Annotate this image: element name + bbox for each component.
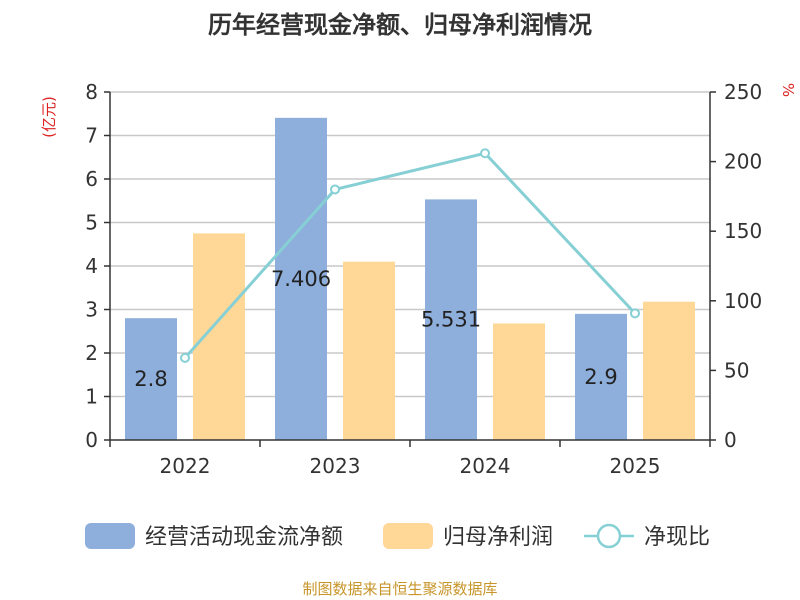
bar xyxy=(275,117,327,441)
y-right-tick-label: 0 xyxy=(724,428,737,452)
y-left-tick-label: 6 xyxy=(85,167,98,191)
legend-label: 经营活动现金流净额 xyxy=(145,525,343,550)
line-series xyxy=(180,148,640,363)
y-left-tick-label: 2 xyxy=(85,341,98,365)
y-left-tick-label: 8 xyxy=(85,80,98,104)
legend-swatch xyxy=(383,523,433,549)
axes: 0 1 2 3 4 5 6 7 8 0 50 100 150 200 250 2022 2023 2024 2025 xyxy=(85,80,762,478)
bar-data-label: 7.406 xyxy=(271,267,331,291)
x-tick-label: 2023 xyxy=(310,454,361,478)
x-tick-label: 2025 xyxy=(610,454,661,478)
y-right-tick-label: 50 xyxy=(724,358,749,382)
source-note: 制图数据来自恒生聚源数据库 xyxy=(302,580,497,598)
bar xyxy=(575,313,627,440)
y-left-unit: (亿元) xyxy=(40,96,58,138)
line-path xyxy=(183,151,637,359)
y-right-tick-label: 250 xyxy=(724,80,762,104)
y-left-tick-label: 4 xyxy=(85,254,98,278)
x-tick-label: 2024 xyxy=(460,454,511,478)
y-right-tick-label: 150 xyxy=(724,219,762,243)
bar-data-label: 2.8 xyxy=(134,367,167,391)
y-left-tick-label: 5 xyxy=(85,211,98,235)
bar xyxy=(193,233,245,440)
line-point xyxy=(480,148,490,159)
bar xyxy=(343,261,395,440)
line-point xyxy=(180,352,190,363)
y-left-tick-label: 7 xyxy=(85,124,98,148)
y-left-tick-label: 1 xyxy=(85,385,98,409)
legend-label: 净现比 xyxy=(644,525,710,550)
y-right-tick-label: 200 xyxy=(724,150,762,174)
bar xyxy=(643,301,695,440)
legend-label: 归母净利润 xyxy=(443,525,553,550)
bar xyxy=(425,199,477,440)
bar-data-label: 5.531 xyxy=(421,308,481,332)
y-right-tick-label: 100 xyxy=(724,289,762,313)
bar xyxy=(493,323,545,440)
x-tick-label: 2022 xyxy=(160,454,211,478)
line-point xyxy=(630,308,640,319)
legend: 经营活动现金流净额 归母净利润 净现比 xyxy=(85,523,710,550)
line-point xyxy=(330,184,340,195)
y-right-unit: % xyxy=(779,83,797,97)
y-left-tick-label: 3 xyxy=(85,298,98,322)
data-labels: 2.8 7.406 5.531 2.9 xyxy=(134,267,617,391)
bar xyxy=(125,318,177,440)
y-left-tick-label: 0 xyxy=(85,428,98,452)
chart-title: 历年经营现金净额、归母净利润情况 xyxy=(208,11,592,39)
bars xyxy=(125,117,695,441)
bar-data-label: 2.9 xyxy=(584,365,617,389)
legend-marker xyxy=(596,523,622,549)
legend-swatch xyxy=(85,523,135,549)
